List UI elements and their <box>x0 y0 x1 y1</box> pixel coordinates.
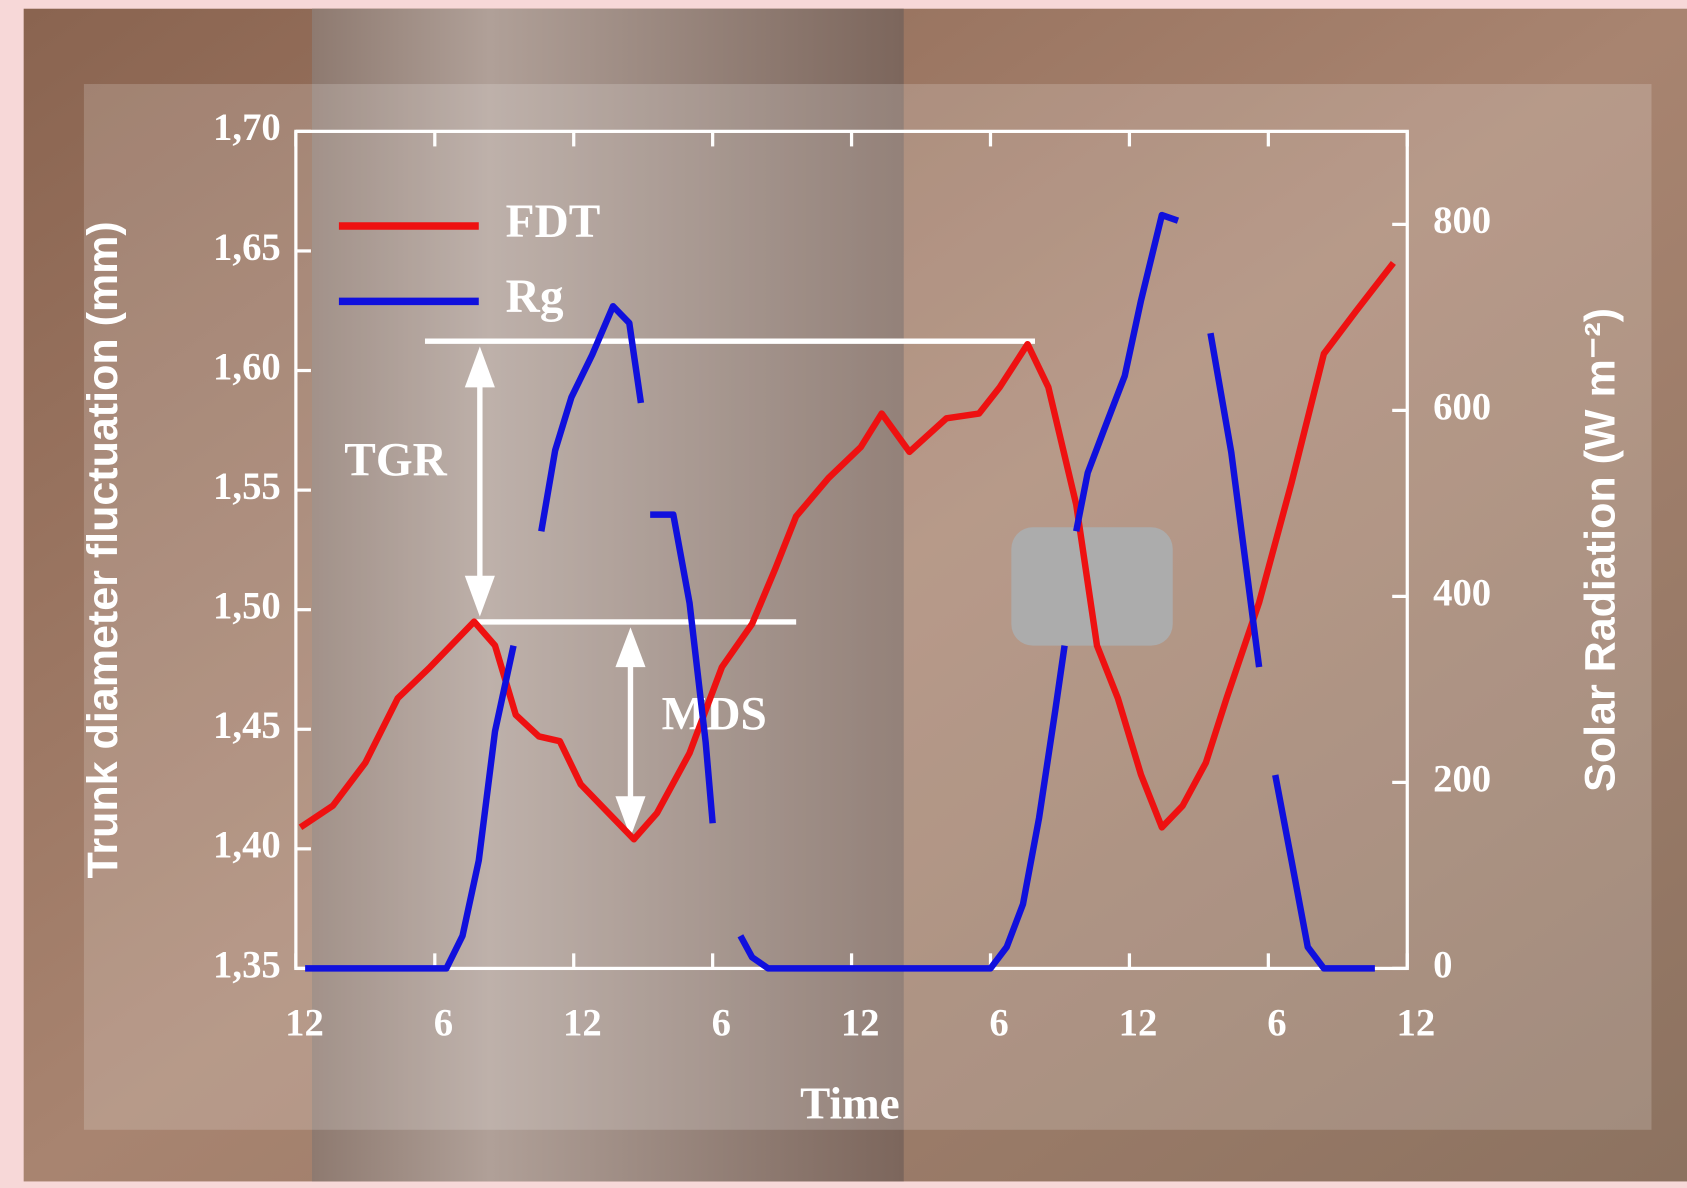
y2-tick-label: 400 <box>1433 571 1491 614</box>
x-tick-label: 12 <box>841 1001 880 1044</box>
y2-axis-label: Solar Radiation (W m⁻²) <box>1576 308 1624 792</box>
x-tick-label: 6 <box>712 1001 731 1044</box>
x-tick-label: 6 <box>434 1001 453 1044</box>
legend-label: Rg <box>506 271 564 323</box>
x-tick-label: 6 <box>989 1001 1008 1044</box>
y2-tick-label: 200 <box>1433 757 1491 800</box>
y-tick-label: 1,55 <box>213 465 281 508</box>
y-axis-label: Trunk diameter fluctuation (mm) <box>79 221 127 878</box>
x-tick-label: 6 <box>1267 1001 1286 1044</box>
x-tick-label: 12 <box>1119 1001 1158 1044</box>
y-tick-label: 1,40 <box>213 824 281 867</box>
x-tick-label: 12 <box>1397 1001 1436 1044</box>
y-tick-label: 1,50 <box>213 585 281 628</box>
legend-label: FDT <box>506 196 601 248</box>
x-tick-label: 12 <box>285 1001 324 1044</box>
y2-tick-label: 0 <box>1433 943 1452 986</box>
panel <box>84 84 1652 1130</box>
y2-tick-label: 800 <box>1433 199 1491 242</box>
y-tick-label: 1,70 <box>213 106 281 149</box>
x-axis-label: Time <box>800 1079 900 1129</box>
x-tick-label: 12 <box>563 1001 602 1044</box>
page: Trunk diameter fluctuation (mm) Solar Ra… <box>0 0 1687 1188</box>
y-tick-label: 1,45 <box>213 704 281 747</box>
y-tick-label: 1,35 <box>213 943 281 986</box>
y-tick-label: 1,60 <box>213 345 281 388</box>
annotation: TGR <box>344 435 447 487</box>
y-tick-label: 1,65 <box>213 226 281 269</box>
chart: Trunk diameter fluctuation (mm) Solar Ra… <box>0 0 1687 1188</box>
y2-tick-label: 600 <box>1433 385 1491 428</box>
